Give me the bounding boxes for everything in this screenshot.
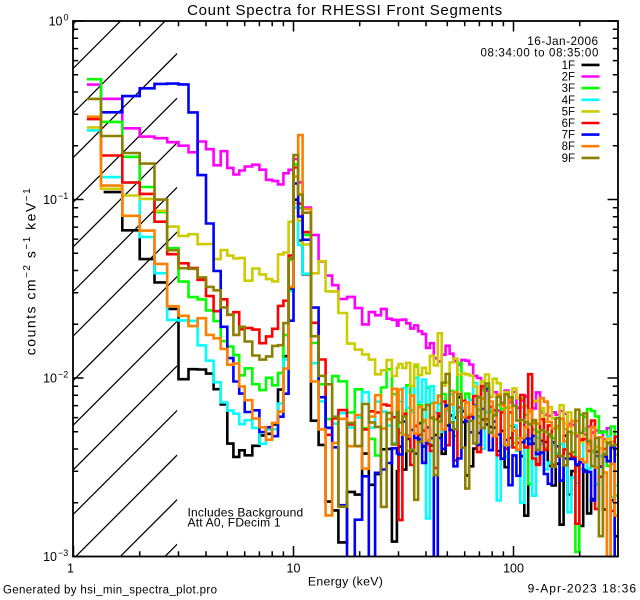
svg-text:08:34:00 to 08:35:00: 08:34:00 to 08:35:00 — [480, 48, 599, 60]
svg-text:Count Spectra for RHESSI Front: Count Spectra for RHESSI Front Segments — [187, 2, 503, 19]
svg-text:Energy (keV): Energy (keV) — [308, 575, 383, 589]
svg-text:counts cm−2 s−1 keV−1: counts cm−2 s−1 keV−1 — [22, 187, 39, 355]
svg-text:1F: 1F — [562, 60, 575, 72]
svg-text:0: 0 — [64, 13, 69, 23]
svg-text:2F: 2F — [562, 72, 575, 84]
svg-text:7F: 7F — [562, 130, 575, 142]
svg-text:−3: −3 — [58, 548, 68, 558]
svg-text:−1: −1 — [58, 191, 68, 201]
svg-text:9F: 9F — [562, 153, 575, 165]
svg-text:10: 10 — [43, 372, 57, 386]
svg-text:−2: −2 — [58, 370, 68, 380]
svg-text:Att A0, FDecim 1: Att A0, FDecim 1 — [188, 515, 281, 529]
svg-text:1: 1 — [67, 562, 74, 576]
svg-text:Generated by hsi_min_spectra_p: Generated by hsi_min_spectra_plot.pro — [3, 585, 217, 597]
svg-text:5F: 5F — [562, 106, 575, 118]
svg-text:10: 10 — [43, 550, 57, 564]
svg-text:10: 10 — [287, 562, 301, 576]
svg-text:6F: 6F — [562, 118, 575, 130]
svg-text:3F: 3F — [562, 83, 575, 95]
svg-text:4F: 4F — [562, 95, 575, 107]
svg-text:9-Apr-2023 18:36: 9-Apr-2023 18:36 — [528, 582, 637, 596]
svg-text:10: 10 — [49, 15, 63, 29]
svg-text:100: 100 — [503, 562, 524, 576]
svg-text:16-Jan-2006: 16-Jan-2006 — [527, 34, 598, 48]
svg-text:Includes Background: Includes Background — [188, 506, 304, 520]
svg-text:10: 10 — [43, 193, 57, 207]
svg-text:8F: 8F — [562, 141, 575, 153]
